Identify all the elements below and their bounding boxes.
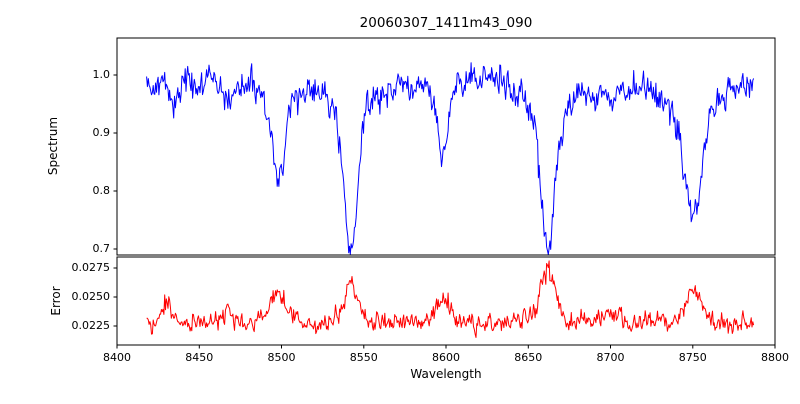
x-tick-label: 8600 xyxy=(432,351,460,364)
x-tick-label: 8700 xyxy=(597,351,625,364)
x-tick-label: 8800 xyxy=(761,351,789,364)
y-tick-label: 1.0 xyxy=(93,68,111,81)
y-axis-label-error: Error xyxy=(49,286,63,315)
top-panel: 0.7 0.8 0.9 1.0 Spectrum xyxy=(46,37,776,256)
x-tick-label: 8550 xyxy=(350,351,378,364)
y-tick-label: 0.7 xyxy=(93,242,111,255)
page-title: 20060307_1411m43_090 xyxy=(360,15,533,31)
x-tick-label: 8500 xyxy=(268,351,296,364)
y-tick-label: 0.0250 xyxy=(72,290,111,303)
y-axis-label-spectrum: Spectrum xyxy=(46,117,60,175)
y-tick-label: 0.8 xyxy=(93,184,111,197)
x-tick-label: 8400 xyxy=(103,351,131,364)
bottom-panel: 0.0225 0.0250 0.0275 Error xyxy=(49,256,776,346)
x-axis-label: Wavelength xyxy=(410,367,481,381)
y-tick-label: 0.0225 xyxy=(72,319,111,332)
x-tick-label: 8450 xyxy=(185,351,213,364)
x-tick-label: 8750 xyxy=(679,351,707,364)
y-tick-label: 0.0275 xyxy=(72,261,111,274)
x-tick-label: 8650 xyxy=(514,351,542,364)
x-axis: 8400 8450 8500 8550 8600 8650 8700 8750 … xyxy=(103,345,789,381)
top-panel-spine xyxy=(116,37,776,256)
y-tick-label: 0.9 xyxy=(93,126,111,139)
error-line xyxy=(146,260,755,338)
spectrum-line xyxy=(146,62,755,255)
